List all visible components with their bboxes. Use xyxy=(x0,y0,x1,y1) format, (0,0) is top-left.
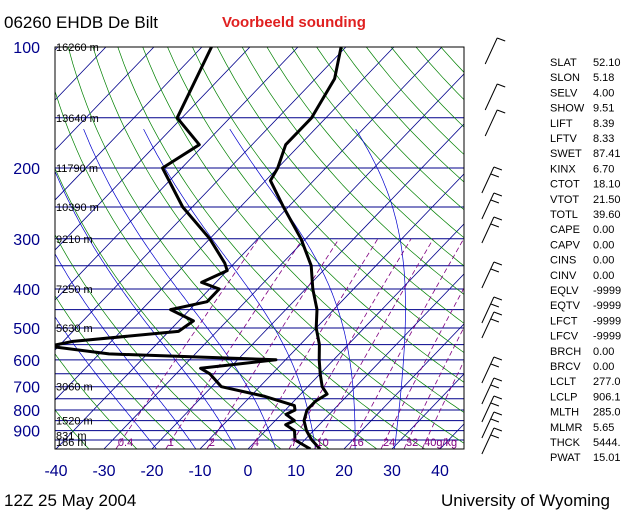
mixing-ratio-label: 40g/kg xyxy=(424,437,457,449)
index-value: 8.39 xyxy=(593,118,614,130)
index-value: 906.1 xyxy=(593,391,621,403)
index-value: 52.10 xyxy=(593,57,621,69)
index-name: LCLT xyxy=(550,376,576,388)
x-tick-label: -20 xyxy=(140,463,163,480)
mixing-ratio-label: 1 xyxy=(168,437,174,449)
index-name: SLON xyxy=(550,72,580,84)
index-value: 5444. xyxy=(593,437,621,449)
index-name: LFCV xyxy=(550,331,579,343)
index-value: 8.33 xyxy=(593,133,614,145)
mixing-ratio-label: 7 xyxy=(291,437,297,449)
index-value: 9.51 xyxy=(593,103,614,115)
index-value: 285.0 xyxy=(593,407,621,419)
x-tick-label: 40 xyxy=(431,463,449,480)
index-value: -9999 xyxy=(593,300,621,312)
index-name: TOTL xyxy=(550,209,578,221)
index-value: 5.65 xyxy=(593,422,614,434)
mixing-ratio-label: 32 xyxy=(406,437,418,449)
height-label: 7250 m xyxy=(56,284,93,296)
index-name: CAPV xyxy=(550,239,581,251)
mixing-ratio-label: 16 xyxy=(352,437,364,449)
index-name: LFCT xyxy=(550,315,578,327)
index-value: 6.70 xyxy=(593,163,614,175)
x-tick-label: 0 xyxy=(244,463,253,480)
x-tick-label: -30 xyxy=(92,463,115,480)
index-name: LIFT xyxy=(550,118,573,130)
index-value: 15.01 xyxy=(593,452,621,464)
index-name: MLMR xyxy=(550,422,582,434)
pressure-tick-label: 500 xyxy=(13,321,40,338)
index-value: 18.10 xyxy=(593,179,621,191)
height-label: 3060 m xyxy=(56,382,93,394)
x-tick-label: 10 xyxy=(287,463,305,480)
mixing-ratio-label: 4 xyxy=(253,437,259,449)
pressure-tick-label: 200 xyxy=(13,161,40,178)
index-value: -9999 xyxy=(593,315,621,327)
index-name: BRCH xyxy=(550,346,581,358)
pressure-tick-label: 100 xyxy=(13,40,40,57)
index-name: PWAT xyxy=(550,452,581,464)
index-value: -9999 xyxy=(593,331,621,343)
index-name: THCK xyxy=(550,437,581,449)
mixing-ratio-label: 2 xyxy=(209,437,215,449)
index-value: 21.50 xyxy=(593,194,621,206)
pressure-tick-label: 900 xyxy=(13,424,40,441)
mixing-ratio-label: 24 xyxy=(383,437,395,449)
height-label: 9210 m xyxy=(56,234,93,246)
x-tick-label: 30 xyxy=(383,463,401,480)
index-value: 277.0 xyxy=(593,376,621,388)
index-value: 87.41 xyxy=(593,148,621,160)
index-value: 0.00 xyxy=(593,224,614,236)
index-name: MLTH xyxy=(550,407,579,419)
height-label: 1520 m xyxy=(56,416,93,428)
mixing-ratio-label: 10 xyxy=(317,437,329,449)
pressure-tick-label: 600 xyxy=(13,353,40,370)
index-name: SELV xyxy=(550,87,578,99)
index-value: 39.60 xyxy=(593,209,621,221)
height-label: 16260 m xyxy=(56,42,99,54)
index-value: 4.00 xyxy=(593,87,614,99)
x-tick-label: 20 xyxy=(335,463,353,480)
height-label: 5630 m xyxy=(56,323,93,335)
pressure-tick-label: 800 xyxy=(13,403,40,420)
index-value: 0.00 xyxy=(593,239,614,251)
index-name: VTOT xyxy=(550,194,579,206)
index-value: 0.00 xyxy=(593,255,614,267)
index-name: EQLV xyxy=(550,285,579,297)
valid-time: 12Z 25 May 2004 xyxy=(4,491,136,510)
x-tick-label: -40 xyxy=(44,463,67,480)
index-name: CINV xyxy=(550,270,577,282)
index-value: -9999 xyxy=(593,285,621,297)
index-name: LCLP xyxy=(550,391,578,403)
index-value: 5.18 xyxy=(593,72,614,84)
index-name: CINS xyxy=(550,255,576,267)
index-name: SLAT xyxy=(550,57,577,69)
height-label: 186 m xyxy=(56,437,87,449)
x-tick-label: -10 xyxy=(188,463,211,480)
mixing-ratio-label: 0.4 xyxy=(118,437,133,449)
index-name: EQTV xyxy=(550,300,581,312)
index-name: LFTV xyxy=(550,133,578,145)
pressure-tick-label: 400 xyxy=(13,282,40,299)
height-label: 13640 m xyxy=(56,113,99,125)
height-label: 11790 m xyxy=(56,163,98,175)
index-value: 0.00 xyxy=(593,346,614,358)
pressure-tick-label: 700 xyxy=(13,380,40,397)
index-name: SWET xyxy=(550,148,582,160)
index-value: 0.00 xyxy=(593,361,614,373)
index-name: KINX xyxy=(550,163,576,175)
index-value: 0.00 xyxy=(593,270,614,282)
index-name: CTOT xyxy=(550,179,580,191)
institution: University of Wyoming xyxy=(441,491,610,510)
station-title: 06260 EHDB De Bilt xyxy=(4,13,158,32)
index-name: BRCV xyxy=(550,361,581,373)
index-name: CAPE xyxy=(550,224,580,236)
height-label: 10390 m xyxy=(56,202,99,214)
index-name: SHOW xyxy=(550,103,585,115)
subtitle: Voorbeeld sounding xyxy=(222,14,366,31)
pressure-tick-label: 300 xyxy=(13,232,40,249)
